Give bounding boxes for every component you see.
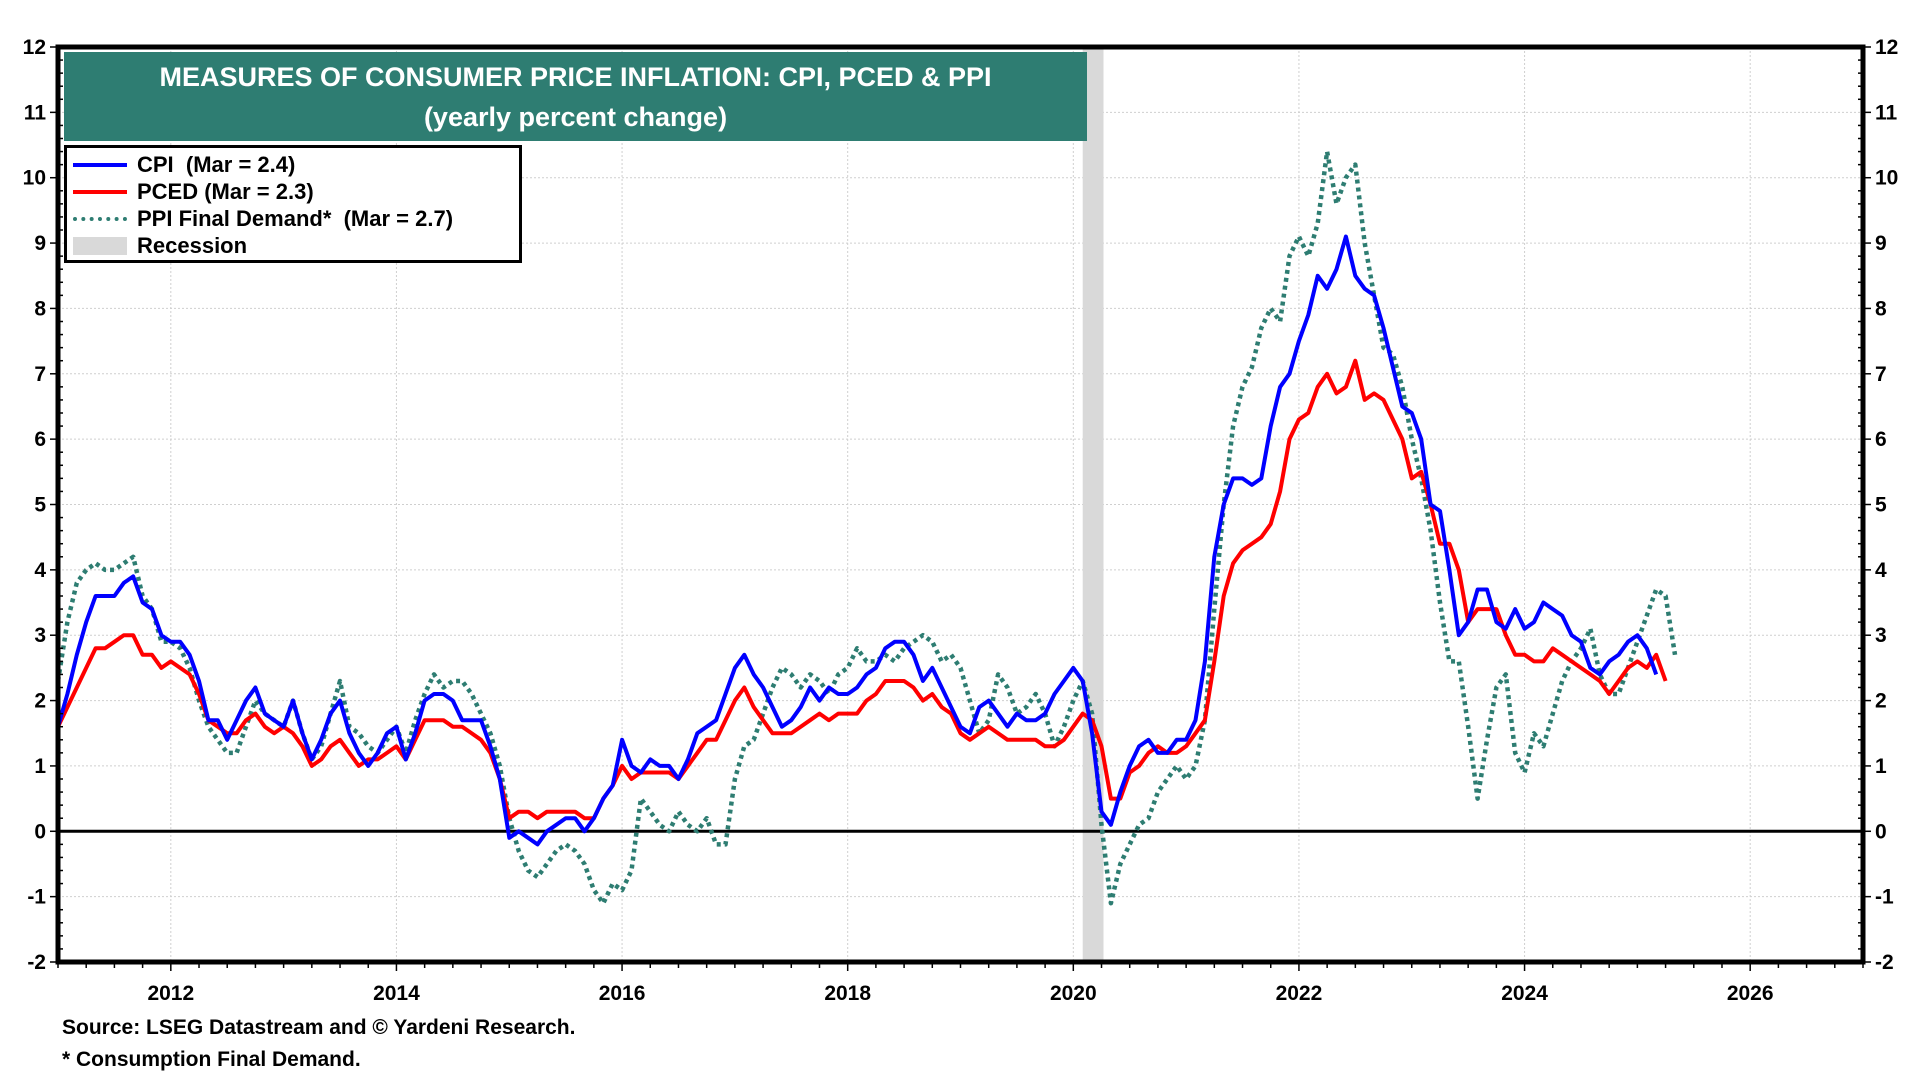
- y-tick-label-left: 5: [34, 494, 46, 517]
- chart-title-box: MEASURES OF CONSUMER PRICE INFLATION: CP…: [64, 52, 1087, 141]
- axis-ticks: [50, 46, 1871, 971]
- x-tick-label: 2012: [147, 982, 194, 1005]
- x-tick-label: 2022: [1276, 982, 1323, 1005]
- legend-item-cpi: CPI (Mar = 2.4): [73, 151, 295, 178]
- y-tick-label-left: -1: [27, 886, 46, 909]
- series-line-pced: [56, 358, 1668, 821]
- y-tick-label-right: 0: [1875, 820, 1887, 843]
- y-tick-label-left: 1: [34, 755, 46, 778]
- y-tick-label-right: 1: [1875, 755, 1887, 778]
- y-tick-label-right: 12: [1875, 36, 1898, 59]
- series-line-cpi: [56, 234, 1659, 847]
- y-tick-label-left: 3: [34, 624, 46, 647]
- y-tick-label-right: 10: [1875, 167, 1898, 190]
- y-tick-label-left: 10: [23, 167, 46, 190]
- y-tick-label-right: 8: [1875, 297, 1887, 320]
- x-tick-label: 2020: [1050, 982, 1097, 1005]
- legend-item-recession: Recession: [73, 232, 247, 259]
- y-tick-label-right: 5: [1875, 494, 1887, 517]
- y-tick-label-left: 11: [24, 101, 47, 124]
- y-tick-label-left: 4: [34, 559, 46, 582]
- legend-label: PPI Final Demand* (Mar = 2.7): [137, 205, 454, 231]
- legend-label: Recession: [137, 232, 248, 258]
- chart-title: MEASURES OF CONSUMER PRICE INFLATION: CP…: [159, 62, 992, 92]
- footnote: * Consumption Final Demand.: [62, 1048, 361, 1071]
- chart-subtitle: (yearly percent change): [423, 102, 728, 132]
- y-tick-label-right: 11: [1875, 101, 1898, 124]
- legend-swatch-cpi: [73, 162, 127, 167]
- y-tick-label-left: 0: [34, 820, 46, 843]
- x-tick-label: 2024: [1501, 982, 1548, 1005]
- y-tick-label-left: 6: [34, 428, 46, 451]
- legend: CPI (Mar = 2.4) PCED (Mar = 2.3) PPI Fin…: [64, 145, 522, 263]
- x-axis: 2012 2014 2016 2018 2020 2022 2024 2026: [147, 982, 1773, 1005]
- y-tick-label-right: 9: [1875, 232, 1887, 255]
- y-tick-label-left: 7: [34, 363, 46, 386]
- gridlines: [58, 47, 1863, 962]
- legend-swatch-ppi: [73, 216, 127, 221]
- legend-label: PCED (Mar = 2.3): [137, 178, 314, 204]
- x-tick-label: 2014: [373, 982, 420, 1005]
- x-tick-label: 2026: [1727, 982, 1774, 1005]
- y-tick-label-right: 4: [1875, 559, 1887, 582]
- y-tick-label-right: 7: [1875, 363, 1887, 386]
- legend-label: CPI (Mar = 2.4): [137, 151, 296, 177]
- y-tick-label-right: 3: [1875, 624, 1887, 647]
- legend-swatch-recession: [73, 236, 127, 255]
- y-tick-label-left: 2: [34, 690, 46, 713]
- x-tick-label: 2016: [599, 982, 646, 1005]
- legend-item-ppi: PPI Final Demand* (Mar = 2.7): [73, 205, 453, 232]
- y-tick-label-right: 6: [1875, 428, 1887, 451]
- legend-swatch-pced: [73, 189, 127, 194]
- y-tick-label-right: -1: [1875, 886, 1894, 909]
- legend-item-pced: PCED (Mar = 2.3): [73, 178, 314, 205]
- y-tick-label-right: -2: [1875, 951, 1894, 974]
- x-tick-label: 2018: [824, 982, 871, 1005]
- y-tick-label-left: 8: [34, 297, 46, 320]
- series-lines: [55, 149, 1678, 906]
- y-tick-label-left: 9: [34, 232, 46, 255]
- y-tick-label-left: -2: [27, 951, 46, 974]
- y-tick-label-left: 12: [23, 36, 46, 59]
- series-line-ppi-final-demand: [55, 149, 1678, 906]
- source-note: Source: LSEG Datastream and © Yardeni Re…: [62, 1016, 576, 1039]
- y-tick-label-right: 2: [1875, 690, 1887, 713]
